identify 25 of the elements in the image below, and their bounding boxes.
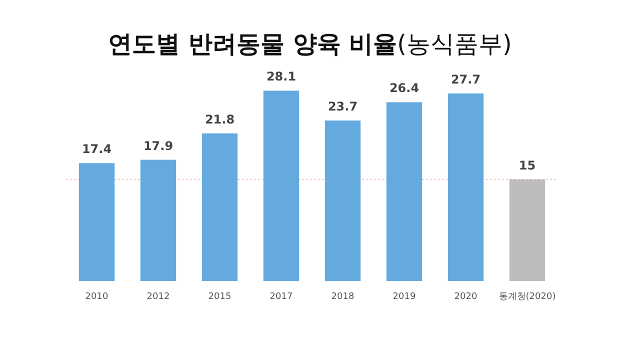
x-tick-label: 2015 bbox=[208, 292, 232, 302]
bar bbox=[140, 160, 176, 281]
bar bbox=[386, 102, 422, 281]
x-tick-label: 2020 bbox=[454, 292, 478, 302]
data-label: 21.8 bbox=[204, 112, 235, 126]
bar bbox=[448, 93, 484, 281]
data-label: 15 bbox=[518, 158, 536, 172]
x-tick-label: 통계청(2020) bbox=[498, 292, 556, 302]
chart-title: 연도별 반려동물 양육 비율(농식품부) bbox=[108, 30, 512, 58]
bar bbox=[509, 179, 546, 281]
data-label: 27.7 bbox=[450, 72, 481, 86]
data-label: 23.7 bbox=[328, 100, 358, 114]
x-tick-label: 2010 bbox=[85, 292, 108, 302]
bar bbox=[324, 120, 361, 281]
bar bbox=[263, 90, 300, 281]
data-label: 28.1 bbox=[266, 70, 296, 84]
data-label: 17.4 bbox=[82, 142, 112, 156]
x-tick-label: 2012 bbox=[146, 292, 170, 302]
data-label: 17.9 bbox=[143, 138, 174, 153]
x-tick-label: 2017 bbox=[270, 292, 293, 302]
x-tick-label: 2019 bbox=[392, 292, 416, 302]
bar bbox=[78, 163, 115, 281]
bar bbox=[202, 133, 238, 281]
data-label: 26.4 bbox=[389, 81, 420, 96]
x-tick-label: 2018 bbox=[331, 292, 354, 302]
